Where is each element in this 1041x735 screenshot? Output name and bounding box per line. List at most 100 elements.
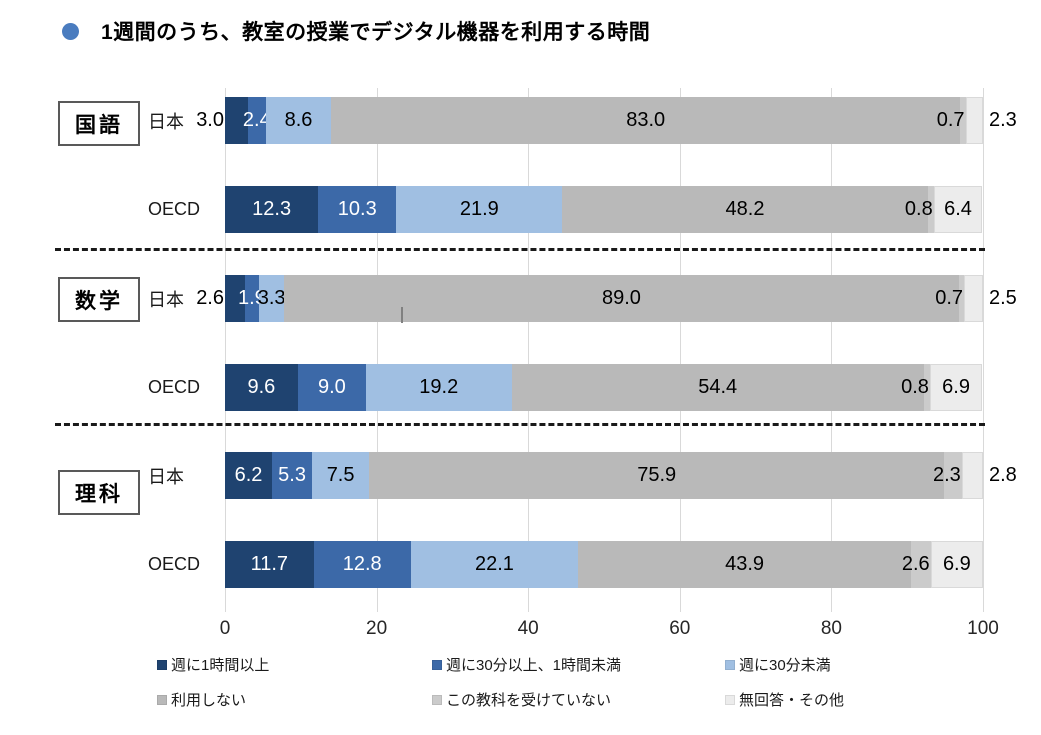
- bar-row: 2.6 1.9 3.3 89.0 0.7 2.5: [196, 275, 1017, 322]
- value-label: 22.1: [475, 553, 514, 575]
- value-label: 2.4: [242, 109, 271, 131]
- bar-segment: [396, 186, 563, 233]
- bar-row-label: 日本: [148, 111, 184, 132]
- bar-row-label: OECD: [148, 377, 201, 397]
- bar-segment: [562, 186, 928, 233]
- bar-segment: [965, 97, 983, 144]
- legend-item: この教科を受けていない: [432, 689, 611, 710]
- x-axis-tick: 20: [366, 618, 388, 639]
- bar-segment: [225, 186, 319, 233]
- value-label: 2.6: [196, 287, 224, 309]
- bar-segment: [923, 364, 930, 411]
- legend-swatch-icon: [725, 694, 735, 705]
- value-label: 0.7: [936, 109, 965, 131]
- value-label: 43.9: [725, 553, 765, 575]
- value-label: 19.2: [419, 376, 459, 398]
- value-label: 5.3: [278, 464, 306, 486]
- value-label: 54.4: [698, 376, 738, 398]
- bar-segment: [225, 97, 248, 144]
- bar-segment: [365, 364, 512, 411]
- subject-label-box: 理科: [58, 470, 140, 515]
- value-label: 6.2: [234, 464, 263, 486]
- bar-segment: [244, 275, 260, 322]
- bar-segment: [410, 541, 579, 588]
- bar-row: 9.6 9.0 19.2 54.4 0.8 6.9: [225, 364, 983, 411]
- bar-segment: [578, 541, 911, 588]
- value-label: 1.9: [238, 287, 266, 309]
- bar-segment: [271, 452, 313, 499]
- group-separator-line: [55, 248, 985, 251]
- legend-item: 週に30分未満: [725, 654, 831, 675]
- legend-label: 利用しない: [171, 692, 247, 709]
- bar-segment: [944, 452, 962, 499]
- legend-label: この教科を受けていない: [446, 692, 612, 709]
- gridline: [376, 88, 378, 612]
- bar-segment: [247, 97, 266, 144]
- legend-swatch-icon: [157, 694, 167, 705]
- bar-segment: [927, 186, 934, 233]
- chart-title: 1週間のうち、教室の授業でデジタル機器を利用する時間: [101, 21, 651, 44]
- chart-title-row: 1週間のうち、教室の授業でデジタル機器を利用する時間: [62, 16, 650, 46]
- x-axis-tick: 40: [517, 618, 539, 639]
- bar-segment: [964, 275, 983, 322]
- bar-row-label: OECD: [148, 554, 201, 574]
- value-label: 0.7: [935, 287, 964, 309]
- bar-segment: [958, 275, 965, 322]
- legend-item: 無回答・その他: [725, 689, 844, 710]
- legend-item: 週に30分以上、1時間未満: [432, 654, 621, 675]
- value-label: 83.0: [626, 109, 666, 131]
- bar-segment: [265, 97, 332, 144]
- value-label: 10.3: [337, 198, 377, 220]
- value-label: 9.0: [317, 376, 346, 398]
- value-label: 12.3: [252, 198, 292, 220]
- bar-segment: [961, 452, 983, 499]
- legend-item: 利用しない: [157, 689, 246, 710]
- value-label: 2.8: [989, 464, 1017, 486]
- value-label: 3.3: [257, 287, 286, 309]
- gridline: [225, 88, 226, 612]
- value-label: 0.8: [901, 376, 929, 398]
- bar-segment: [318, 186, 397, 233]
- bar-segment: [929, 364, 983, 411]
- legend-swatch-icon: [432, 659, 442, 670]
- value-label: 12.8: [342, 553, 382, 575]
- value-label: 48.2: [725, 198, 765, 220]
- gridline: [983, 88, 984, 612]
- bar-segment: [225, 364, 298, 411]
- x-axis-tick: 80: [820, 618, 842, 639]
- x-axis-tick: 100: [967, 618, 999, 639]
- legend-swatch-icon: [157, 659, 167, 670]
- value-label: 6.9: [942, 376, 970, 398]
- bar-segment: [910, 541, 931, 588]
- subject-label-box: 国語: [58, 101, 140, 146]
- bar-row-label: OECD: [148, 199, 201, 219]
- legend-swatch-icon: [725, 659, 735, 670]
- value-label: 2.5: [989, 287, 1017, 309]
- bar-row-label: 日本: [148, 466, 184, 487]
- legend-label: 週に30分以上、1時間未満: [446, 657, 622, 674]
- bar-row: 11.7 12.8 22.1 43.9 2.6 6.9: [225, 541, 983, 588]
- bar-segment: [312, 452, 369, 499]
- bar-row: 3.0 2.4 8.6 83.0 0.7 2.3: [196, 97, 1017, 144]
- bar-row: 6.2 5.3 7.5 75.9 2.3 2.8: [225, 452, 1017, 499]
- bar-segment: [331, 97, 961, 144]
- value-label: 75.9: [637, 464, 677, 486]
- gridline: [831, 88, 833, 612]
- gridline: [528, 88, 530, 612]
- bar-row: 12.3 10.3 21.9 48.2 0.8 6.4: [225, 186, 983, 233]
- legend-item: 週に1時間以上: [157, 654, 269, 675]
- bar-segment: [297, 364, 366, 411]
- value-label: 11.7: [250, 553, 289, 575]
- value-label: 21.9: [459, 198, 499, 220]
- bullet-icon: [62, 22, 79, 40]
- x-axis-tick: 60: [669, 618, 691, 639]
- bar-segment: [225, 541, 314, 588]
- value-label: 6.9: [942, 553, 971, 575]
- value-label: 3.0: [196, 109, 224, 131]
- value-label: 89.0: [601, 287, 641, 309]
- value-label: 6.4: [944, 198, 972, 220]
- value-label: 9.6: [247, 376, 276, 398]
- value-label: 8.6: [284, 109, 313, 131]
- bar-segment: [930, 541, 983, 588]
